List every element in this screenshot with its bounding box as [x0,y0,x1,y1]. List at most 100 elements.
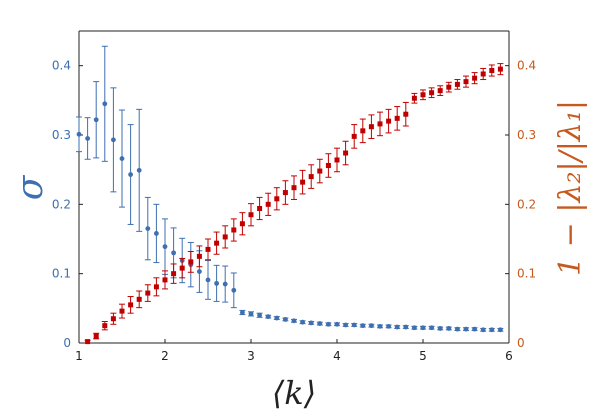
data-point [222,281,228,287]
y-right-tick-label: 0 [517,336,525,350]
data-point [437,326,443,331]
data-point [222,234,228,240]
data-point [480,327,486,333]
x-tick-label: 6 [505,349,513,363]
axis-ticks: 1 2 3 4 5 600.10.20.30.400.10.20.30.4 [52,59,536,363]
data-point [429,325,434,331]
data-point [231,287,237,293]
data-point [265,201,271,207]
data-point [119,308,125,314]
y-left-tick-label: 0.1 [52,267,71,281]
data-point [386,118,392,124]
data-point [145,226,151,232]
data-point [377,121,383,127]
data-point [248,212,254,218]
data-point [162,277,168,283]
data-point [317,321,323,326]
data-point [394,115,400,121]
x-axis-label: ⟨k⟩ [272,374,316,412]
data-point [334,157,340,163]
data-point [214,280,220,286]
data-point [429,90,435,96]
data-point [248,311,254,317]
sigma-series [76,45,504,333]
data-point [412,325,417,331]
data-point [162,244,168,250]
data-point [308,320,314,326]
y-right-tick-label: 0.2 [517,197,536,211]
y-left-tick-label: 0.2 [52,197,71,211]
data-point [497,66,503,72]
data-point [300,319,305,325]
data-point [136,167,142,173]
data-point [265,314,271,320]
data-point [102,323,108,329]
data-point [317,168,323,174]
data-point [351,133,357,139]
data-point [386,323,391,329]
y-right-tick-label: 0.4 [517,59,536,73]
data-point [214,240,220,246]
data-point [291,185,297,191]
x-tick-label: 4 [333,349,341,363]
data-point [179,265,185,271]
y-right-tick-label: 0.1 [517,267,536,281]
x-tick-label: 1 [75,349,83,363]
data-point [145,290,151,296]
data-point [171,250,177,256]
data-point [308,174,314,180]
y-left-tick-label: 0.4 [52,59,71,73]
y-left-tick-label: 0 [63,336,71,350]
x-tick-label: 5 [419,349,427,363]
data-point [377,323,383,329]
data-point [300,179,306,185]
data-point [85,136,90,141]
data-point [128,172,134,177]
data-point [111,137,116,143]
data-point [93,333,99,339]
data-point [446,326,452,331]
data-point [205,277,211,283]
data-point [463,79,469,85]
data-point [472,75,478,81]
data-point [420,325,426,331]
data-point [489,327,495,333]
data-point [403,111,409,117]
data-point [205,246,211,252]
data-point [455,326,460,332]
axes-frame [78,30,510,344]
data-point [110,316,116,322]
data-point [196,253,202,259]
data-point [369,323,374,329]
data-point [480,71,486,77]
data-point [334,321,340,327]
data-point [420,92,426,98]
data-point [291,318,297,324]
data-point [403,324,409,330]
data-point [76,131,82,137]
data-point [240,310,245,315]
data-point [171,271,177,277]
data-point [153,284,159,290]
data-point [463,326,469,332]
data-point [128,302,134,308]
data-point [85,339,91,345]
data-point [437,88,443,94]
y-left-axis-label: σ [10,174,51,200]
data-point [274,315,280,321]
data-point [454,81,460,87]
data-point [282,190,288,196]
data-point [283,317,288,322]
y-right-axis-label: 1 − |λ₂|/|λ₁| [553,100,588,276]
x-tick-label: 2 [161,349,169,363]
data-point [257,312,262,318]
data-point [102,101,108,107]
data-point [446,84,452,90]
data-point [154,231,159,236]
y-left-tick-label: 0.3 [52,128,71,142]
data-point [325,163,331,169]
data-point [239,221,245,227]
data-point [360,128,366,134]
data-point [498,327,503,333]
